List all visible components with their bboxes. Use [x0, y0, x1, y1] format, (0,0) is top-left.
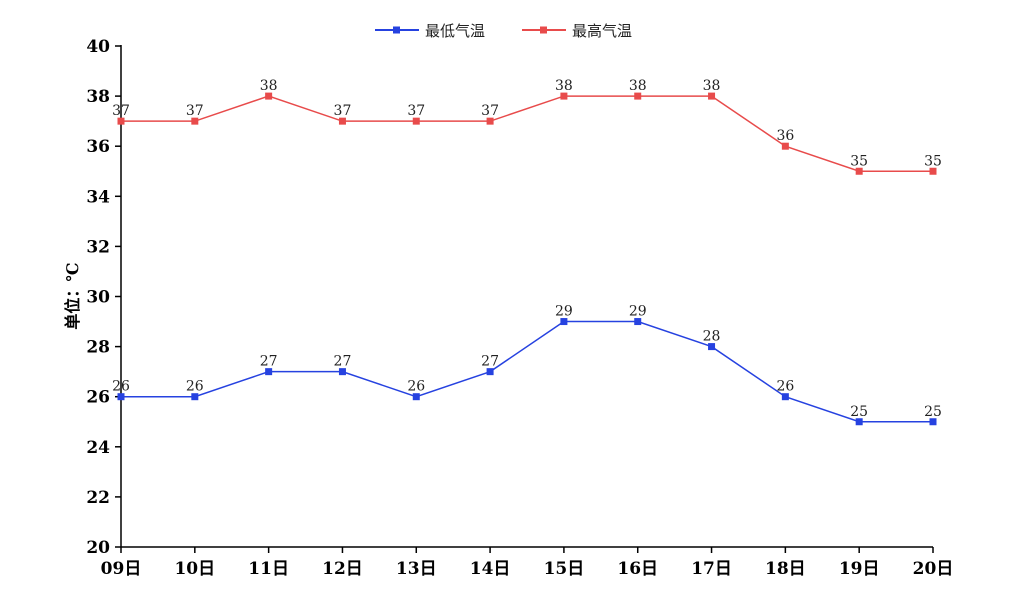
data-label: 37: [481, 103, 499, 119]
data-point[interactable]: [929, 418, 937, 426]
data-point[interactable]: [929, 167, 937, 175]
x-tick-label: 09日: [101, 559, 142, 579]
data-label: 37: [112, 103, 130, 119]
data-label: 26: [112, 379, 130, 395]
legend-label-min-temp: 最低气温: [425, 22, 485, 40]
data-point[interactable]: [117, 117, 125, 125]
x-tick-label: 14日: [470, 559, 511, 579]
legend-label-max-temp: 最高气温: [572, 22, 632, 40]
data-label: 27: [334, 354, 352, 370]
data-point[interactable]: [486, 117, 494, 125]
data-label: 25: [850, 404, 868, 420]
data-label: 36: [776, 128, 794, 144]
x-ticks: 09日 10日 11日 12日 13日 14日 15日 16日 17日 18日 19日 20日: [101, 547, 954, 579]
legend: 最低气温 最高气温: [375, 22, 632, 40]
data-point[interactable]: [412, 393, 420, 401]
y-tick-label: 32: [86, 237, 110, 257]
data-point[interactable]: [191, 393, 199, 401]
data-point[interactable]: [338, 117, 346, 125]
x-tick-label: 12日: [322, 559, 363, 579]
y-tick-label: 36: [86, 137, 110, 157]
x-tick-label: 13日: [396, 559, 437, 579]
x-tick-label: 11日: [248, 559, 289, 579]
data-point[interactable]: [708, 92, 716, 100]
data-label: 29: [555, 304, 573, 320]
series-max-temp: 37 37 38 37 37 37 38 38 38 36 35 35: [112, 78, 942, 175]
data-point[interactable]: [708, 343, 716, 351]
data-label: 37: [334, 103, 352, 119]
legend-item-min-temp[interactable]: 最低气温: [375, 22, 485, 40]
data-point[interactable]: [855, 167, 863, 175]
data-label: 25: [924, 404, 942, 420]
y-tick-label: 22: [86, 488, 110, 508]
data-label: 38: [260, 78, 278, 94]
data-label: 35: [850, 153, 868, 169]
data-point[interactable]: [560, 318, 568, 326]
data-point[interactable]: [265, 368, 273, 376]
data-label: 38: [629, 78, 647, 94]
x-tick-label: 15日: [544, 559, 585, 579]
data-point[interactable]: [781, 393, 789, 401]
y-tick-label: 30: [86, 288, 110, 308]
data-point[interactable]: [634, 92, 642, 100]
data-point[interactable]: [265, 92, 273, 100]
y-tick-label: 38: [86, 87, 110, 107]
x-tick-label: 19日: [839, 559, 880, 579]
x-tick-label: 20日: [913, 559, 954, 579]
data-label: 29: [629, 304, 647, 320]
series-min-temp: 26 26 27 27 26 27 29 29 28 26 25 25: [112, 304, 942, 426]
x-tick-label: 10日: [174, 559, 215, 579]
series-layer: 26 26 27 27 26 27 29 29 28 26 25 25 37 37 38 37 37 37 38 38…: [112, 78, 942, 426]
data-point[interactable]: [338, 368, 346, 376]
x-tick-label: 17日: [691, 559, 732, 579]
y-tick-label: 24: [86, 438, 110, 458]
y-tick-label: 34: [86, 187, 110, 207]
data-point[interactable]: [634, 318, 642, 326]
x-tick-label: 18日: [765, 559, 806, 579]
data-label: 35: [924, 153, 942, 169]
data-point[interactable]: [486, 368, 494, 376]
data-point[interactable]: [412, 117, 420, 125]
data-label: 27: [481, 354, 499, 370]
y-ticks: 20 22 24 26 28 30 32 34 36 38 40: [86, 37, 121, 558]
legend-marker-min-temp: [393, 26, 400, 34]
data-point[interactable]: [191, 117, 199, 125]
data-label: 37: [186, 103, 204, 119]
data-label: 38: [703, 78, 721, 94]
y-tick-label: 28: [86, 338, 110, 358]
data-point[interactable]: [560, 92, 568, 100]
y-tick-label: 40: [86, 37, 110, 57]
data-label: 27: [260, 354, 278, 370]
data-label: 38: [555, 78, 573, 94]
legend-item-max-temp[interactable]: 最高气温: [522, 22, 632, 40]
data-point[interactable]: [781, 142, 789, 150]
legend-marker-max-temp: [540, 26, 547, 34]
data-point[interactable]: [117, 393, 125, 401]
y-axis-label: 单位：℃: [63, 262, 82, 329]
y-tick-label: 20: [86, 538, 110, 558]
series-line: [121, 320, 933, 423]
series-line: [121, 95, 933, 172]
x-tick-label: 16日: [617, 559, 658, 579]
data-label: 26: [776, 379, 794, 395]
data-label: 28: [703, 329, 721, 345]
data-label: 37: [407, 103, 425, 119]
y-tick-label: 26: [86, 388, 110, 408]
data-point[interactable]: [855, 418, 863, 426]
data-label: 26: [186, 379, 204, 395]
data-label: 26: [407, 379, 425, 395]
